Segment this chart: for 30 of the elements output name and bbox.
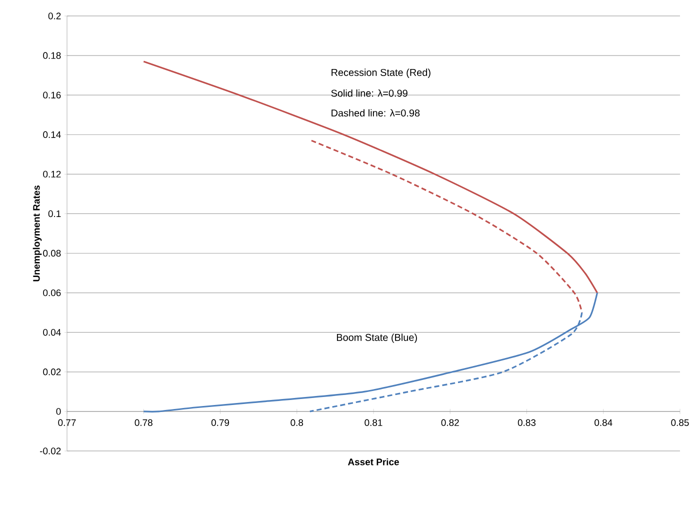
x-tick-label: 0.81 (364, 419, 382, 426)
x-tick-label: 0.8 (290, 419, 304, 426)
x-tick-label: 0.79 (211, 419, 230, 426)
y-tick-label: 0.2 (48, 12, 61, 20)
y-tick-label: 0 (56, 408, 61, 415)
y-tick-label: 0.06 (43, 289, 61, 296)
y-tick-label: 0.16 (43, 92, 61, 98)
line-series (310, 140, 583, 314)
y-tick-label: -0.02 (40, 448, 61, 454)
x-tick-label: 0.77 (58, 419, 76, 426)
y-tick-label: 0.04 (43, 328, 61, 336)
y-tick-label: 0.18 (43, 52, 61, 59)
x-tick-label: 0.78 (134, 419, 152, 426)
x-tick-label: 0.82 (441, 419, 459, 426)
annotation: Recession State (Red) (332, 68, 430, 78)
y-tick-label: 0.12 (43, 170, 61, 178)
y-axis-title: Unemployment Rates (32, 186, 42, 282)
line-series (142, 60, 598, 294)
x-tick-label: 0.83 (518, 419, 536, 426)
y-tick-label: 0.1 (48, 210, 61, 218)
x-tick-label: 0.84 (594, 419, 612, 426)
annotation: Solid line: λ=0.99 (331, 89, 408, 97)
x-axis-title: Asset Price (348, 458, 399, 466)
line-series (142, 292, 598, 412)
annotation: Boom State (Blue) (336, 334, 417, 343)
y-tick-label: 0.08 (43, 250, 61, 257)
y-tick-label: 0.14 (43, 131, 61, 138)
annotation: Dashed line: λ=0.98 (332, 109, 420, 117)
x-tick-label: 0.85 (671, 419, 689, 426)
y-tick-label: 0.02 (43, 368, 61, 376)
